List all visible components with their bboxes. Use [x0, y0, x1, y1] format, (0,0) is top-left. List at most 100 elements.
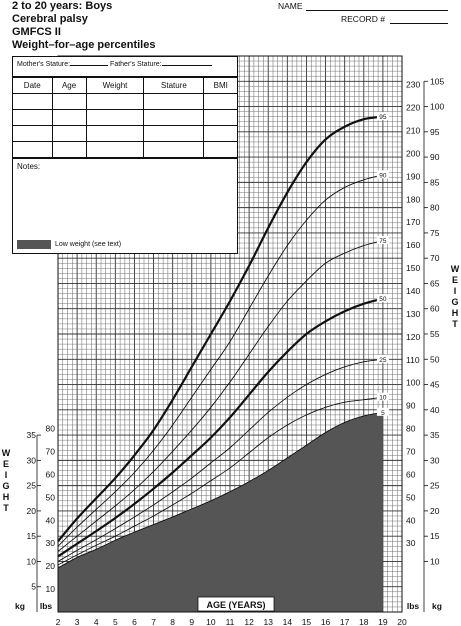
- measurement-table: Date Age Weight Stature BMI: [13, 77, 237, 158]
- right-lbs-tick-label: 130: [406, 309, 420, 319]
- right-lbs-tick-label: 50: [406, 492, 416, 502]
- x-tick-label: 15: [302, 617, 312, 626]
- left-kg-tick-label: 10: [27, 556, 37, 566]
- x-axis-title: AGE (YEARS): [206, 600, 265, 610]
- right-lbs-tick-label: 160: [406, 240, 420, 250]
- right-lbs-tick-label: 90: [406, 401, 416, 411]
- right-kg-tick-label: 55: [430, 329, 440, 339]
- percentile-curve-10: [57, 396, 383, 566]
- x-tick-label: 2: [56, 617, 61, 626]
- percentile-label-bg-75: [376, 235, 389, 244]
- x-axis-label-box: [197, 596, 275, 612]
- right-kg-tick-label: 90: [430, 152, 440, 162]
- right-lbs-tick-label: 140: [406, 286, 420, 296]
- title-line-3: GMFCS II: [12, 26, 61, 38]
- legend-label: Low weight (see text): [55, 241, 122, 248]
- left-lbs-tick-label: 70: [46, 447, 56, 457]
- right-lbs-tick-label: 70: [406, 447, 416, 457]
- legend: Low weight (see text): [17, 240, 121, 249]
- right-lbs-tick-label: 110: [406, 355, 420, 365]
- right-kg-tick-label: 75: [430, 228, 440, 238]
- record-label: RECORD #: [341, 14, 385, 24]
- percentile-curve-90: [57, 174, 384, 547]
- left-kg-tick-label: 5: [31, 582, 36, 592]
- percentile-label-90: 90: [379, 172, 387, 179]
- right-kg-tick-label: 105: [430, 76, 444, 86]
- x-tick-label: 8: [170, 617, 175, 626]
- title-line-2: Cerebral palsy: [12, 13, 88, 25]
- col-stature: Stature: [143, 77, 205, 94]
- x-tick-label: 20: [397, 617, 407, 626]
- percentile-label-75: 75: [379, 238, 387, 245]
- percentile-label-25: 25: [379, 357, 387, 364]
- x-tick-label: 19: [378, 617, 388, 626]
- right-lbs-tick-label: 80: [406, 424, 416, 434]
- x-tick-label: 10: [206, 617, 216, 626]
- right-lbs-tick-label: 170: [406, 217, 420, 227]
- right-kg-unit: kg: [432, 601, 442, 611]
- percentile-label-bg-95: [376, 112, 389, 121]
- left-kg-tick-label: 30: [27, 455, 37, 465]
- right-kg-tick-label: 100: [430, 102, 444, 112]
- percentile-curve-75: [57, 240, 384, 552]
- table-row[interactable]: [13, 125, 237, 142]
- percentile-curve-25: [57, 358, 383, 562]
- right-kg-tick-label: 80: [430, 203, 440, 213]
- right-kg-tick-label: 50: [430, 354, 440, 364]
- low-weight-region: [58, 412, 383, 612]
- x-tick-label: 5: [113, 617, 118, 626]
- right-kg-tick-label: 20: [430, 506, 440, 516]
- left-kg-tick-label: 15: [27, 531, 37, 541]
- notes-label: Notes:: [17, 162, 41, 171]
- right-kg-tick-label: 60: [430, 304, 440, 314]
- percentile-label-bg-5: [376, 407, 389, 416]
- left-lbs-tick-label: 30: [46, 538, 56, 548]
- x-tick-label: 11: [226, 617, 235, 626]
- right-lbs-tick-label: 150: [406, 263, 420, 273]
- x-tick-label: 18: [359, 617, 369, 626]
- left-lbs-tick-label: 80: [46, 424, 56, 434]
- table-row[interactable]: [13, 141, 237, 158]
- x-tick-label: 13: [263, 617, 273, 626]
- right-lbs-tick-label: 120: [406, 332, 420, 342]
- name-line[interactable]: [306, 10, 448, 11]
- x-tick-label: 16: [321, 617, 331, 626]
- right-kg-tick-label: 70: [430, 253, 440, 263]
- right-lbs-tick-label: 220: [406, 103, 420, 113]
- right-kg-tick-label: 25: [430, 481, 440, 491]
- low-weight-swatch: [17, 240, 51, 249]
- father-stature-label: Father's Stature:: [110, 61, 162, 68]
- right-kg-tick-label: 30: [430, 455, 440, 465]
- percentile-label-bg-50: [376, 294, 389, 303]
- percentile-label-bg-90: [376, 170, 389, 179]
- percentile-curve-5: [57, 411, 383, 569]
- right-kg-tick-label: 95: [430, 127, 440, 137]
- percentile-label-50: 50: [379, 296, 387, 303]
- percentile-label-5: 5: [381, 410, 385, 417]
- right-lbs-tick-label: 230: [406, 80, 420, 90]
- right-kg-tick-label: 10: [430, 556, 440, 566]
- name-label: NAME: [278, 1, 303, 11]
- right-lbs-tick-label: 190: [406, 171, 420, 181]
- table-row[interactable]: [13, 109, 237, 126]
- x-tick-label: 6: [132, 617, 137, 626]
- stature-row: Mother's Stature: Father's Stature:: [13, 57, 237, 77]
- left-kg-tick-label: 20: [27, 506, 37, 516]
- percentile-label-95: 95: [379, 114, 387, 121]
- x-tick-label: 4: [94, 617, 99, 626]
- percentile-label-bg-25: [376, 354, 389, 363]
- x-tick-label: 9: [189, 617, 194, 626]
- table-row[interactable]: [13, 93, 237, 110]
- col-weight: Weight: [85, 77, 145, 94]
- record-line[interactable]: [390, 23, 448, 24]
- right-lbs-tick-label: 30: [406, 538, 416, 548]
- notes-area[interactable]: Notes:: [13, 158, 237, 238]
- right-lbs-tick-label: 180: [406, 194, 420, 204]
- right-kg-tick-label: 40: [430, 405, 440, 415]
- percentile-label-10: 10: [379, 395, 387, 402]
- right-lbs-tick-label: 210: [406, 126, 420, 136]
- x-tick-label: 14: [283, 617, 293, 626]
